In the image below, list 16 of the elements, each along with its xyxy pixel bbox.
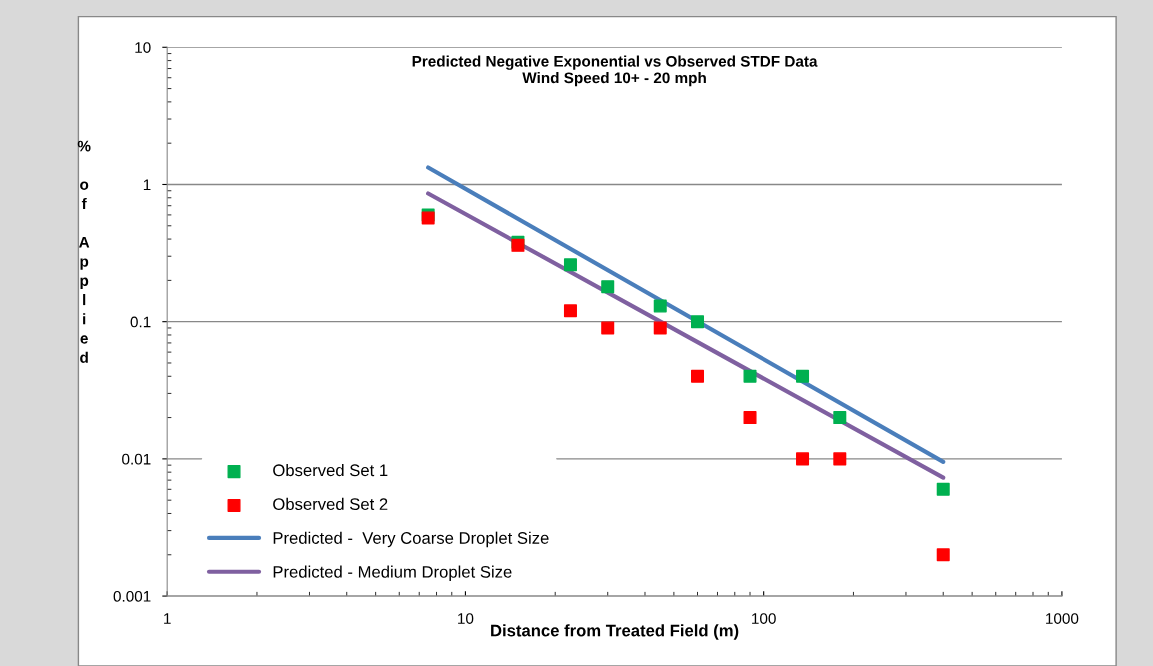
y-tick-label: 0.001 xyxy=(113,590,151,602)
y-tick-label: 1 xyxy=(143,179,151,191)
text: % of Applied xyxy=(77,140,91,363)
y-tick-label: 0.01 xyxy=(122,453,151,465)
legend-label: Predicted - Medium Droplet Size xyxy=(273,565,512,582)
x-tick-label: 1 xyxy=(164,613,171,624)
y-tick-label: 10 xyxy=(135,42,151,53)
x-axis-title: Distance from Treated Field (m) xyxy=(491,624,739,640)
legend-label: Observed Set 2 xyxy=(273,497,388,511)
legend-label: Observed Set 1 xyxy=(273,463,388,477)
legend-label: Predicted - Very Coarse Droplet Size xyxy=(273,531,549,548)
x-tick-label: 10 xyxy=(458,613,474,624)
x-tick-label: 1000 xyxy=(1046,613,1079,624)
y-tick-label: 0.1 xyxy=(130,316,151,328)
x-tick-label: 100 xyxy=(752,613,776,624)
text: Predicted Negative Exponential vs Observed STDF Data Wind Speed 10+ - 20 mph xyxy=(412,55,818,87)
